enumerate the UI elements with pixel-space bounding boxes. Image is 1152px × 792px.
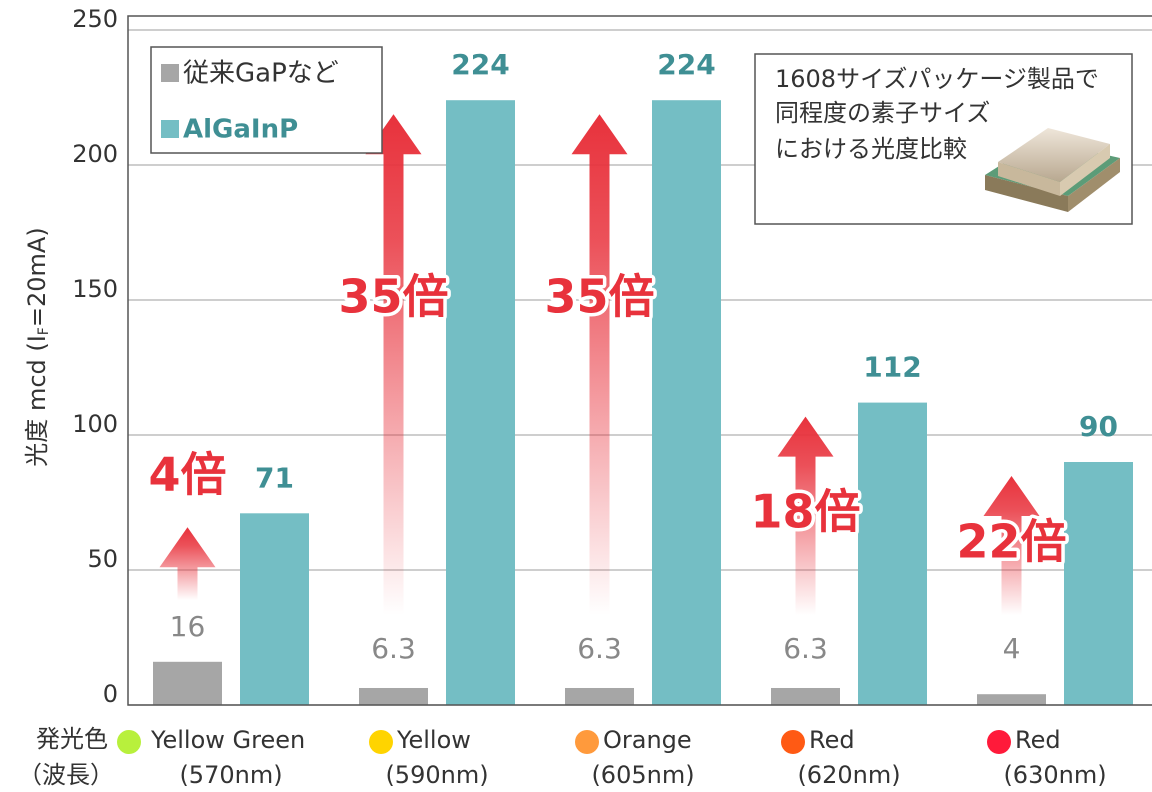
y-axis-label-part: 光度 mcd (I (23, 335, 51, 467)
value-label: 112 (863, 351, 921, 384)
x-tick-label: Yellow (396, 726, 471, 754)
ratio-arrow (160, 527, 216, 600)
inset-text: 同程度の素子サイズ (775, 99, 990, 127)
x-tick-label: (605nm) (591, 761, 694, 789)
x-tick-label: Red (809, 726, 855, 754)
color-dot (987, 730, 1011, 754)
color-dot (369, 730, 393, 754)
value-label: 6.3 (783, 632, 828, 665)
bar (977, 694, 1046, 705)
ratio-annotation: 22倍 (956, 515, 1066, 569)
legend-label: 従来GaPなど (183, 59, 339, 89)
x-tick-label: (630nm) (1003, 761, 1106, 789)
bar (446, 100, 515, 705)
color-dot (575, 730, 599, 754)
bar (858, 403, 927, 705)
x-tick-label: (570nm) (179, 761, 282, 789)
y-axis-label: 光度 mcd (IF=20mA) (23, 227, 52, 466)
y-tick-label: 50 (87, 545, 118, 573)
color-dot (117, 730, 141, 754)
y-tick-label: 100 (72, 410, 118, 438)
value-label: 4 (1003, 632, 1021, 665)
bar (359, 688, 428, 705)
value-label: 90 (1079, 410, 1118, 443)
legend-label: AlGaInP (183, 115, 298, 145)
value-label: 6.3 (577, 632, 622, 665)
y-tick-label: 200 (72, 140, 118, 168)
bar (153, 662, 222, 705)
value-label: 71 (255, 461, 294, 494)
ratio-annotation: 4倍 (148, 448, 226, 502)
color-dot (781, 730, 805, 754)
bar (1064, 462, 1133, 705)
value-label: 224 (657, 48, 715, 81)
inset: 1608サイズパッケージ製品で 同程度の素子サイズ における光度比較 (755, 54, 1132, 224)
ratio-annotation: 18倍 (750, 485, 860, 539)
bar (565, 688, 634, 705)
bar (771, 688, 840, 705)
bar (652, 100, 721, 705)
inset-text: における光度比較 (775, 135, 967, 163)
legend: 従来GaPなど AlGaInP (151, 47, 382, 153)
x-tick-label: Yellow Green (150, 726, 305, 754)
ratio-annotation: 35倍 (544, 270, 654, 324)
x-tick-label: Red (1015, 726, 1061, 754)
x-tick-label: Orange (603, 726, 692, 754)
row-label: （波長） (18, 761, 114, 789)
inset-text: 1608サイズパッケージ製品で (775, 65, 1099, 93)
y-axis-label-part: =20mA) (23, 227, 51, 327)
legend-swatch (161, 64, 179, 82)
x-tick-label: (620nm) (797, 761, 900, 789)
value-label: 16 (170, 610, 206, 643)
y-tick-label: 150 (72, 275, 118, 303)
x-tick-label: (590nm) (385, 761, 488, 789)
chart: 0 50 100 150 200 250 16 71 6.3 224 6.3 224 6.3 112 4 90… (0, 0, 1152, 792)
ratio-annotation: 35倍 (338, 270, 448, 324)
legend-swatch (161, 120, 179, 138)
bar (240, 513, 309, 705)
row-label: 発光色 (36, 725, 108, 753)
ratio-arrow (572, 114, 628, 615)
y-tick-label: 250 (72, 5, 118, 33)
value-label: 224 (451, 48, 509, 81)
value-label: 6.3 (371, 632, 416, 665)
y-tick-label: 0 (103, 680, 118, 708)
ratio-arrow (366, 114, 422, 615)
y-axis-label-sub: F (36, 327, 52, 335)
